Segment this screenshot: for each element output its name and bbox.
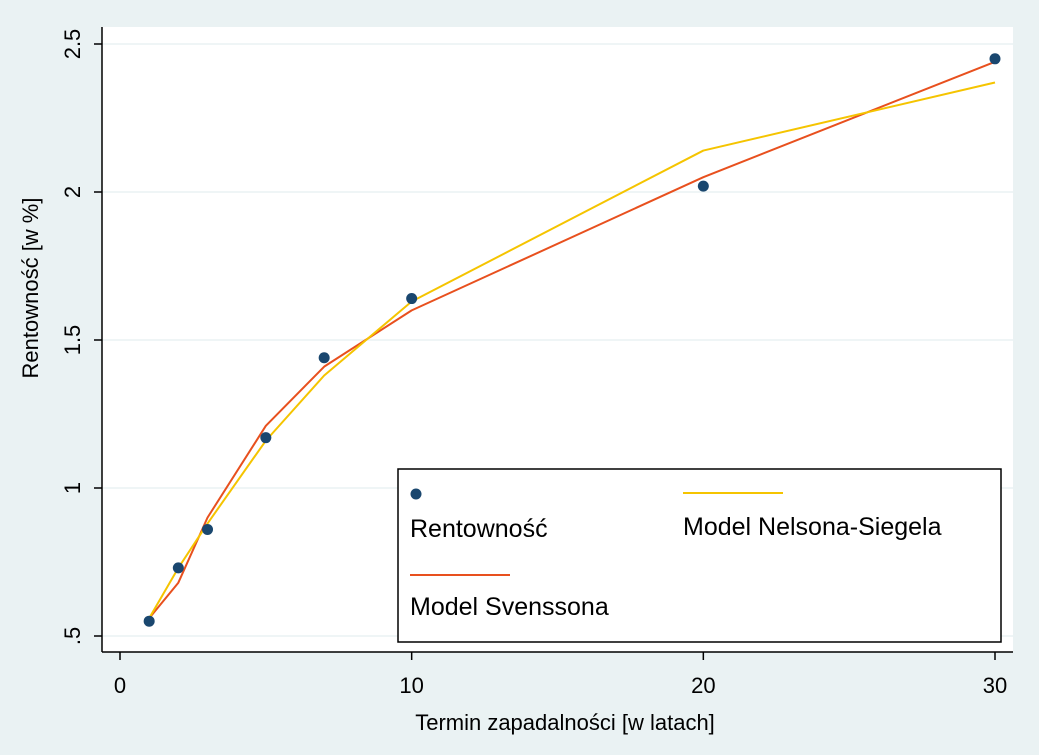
y-tick-label: 2.5 — [60, 29, 85, 60]
y-tick-label: 1.5 — [60, 325, 85, 356]
x-tick-label: 10 — [399, 673, 423, 698]
legend-marker-rentownosc — [410, 488, 422, 500]
ticks: .5 1 1.5 2 2.5 0 10 20 30 — [60, 29, 1007, 698]
y-axis-title: Rentowność [w %] — [18, 198, 43, 379]
series-line-1 — [148, 60, 996, 619]
data-point — [143, 615, 155, 627]
y-tick-label: .5 — [60, 627, 85, 645]
series-lines — [148, 60, 996, 619]
data-point — [172, 562, 184, 574]
data-point — [318, 352, 330, 364]
data-point — [989, 53, 1001, 65]
x-tick-label: 20 — [691, 673, 715, 698]
legend-label-nelson-siegel: Model Nelsona-Siegela — [683, 513, 942, 541]
series-line-2 — [148, 81, 996, 619]
y-tick-label: 1 — [60, 482, 85, 494]
data-point — [260, 432, 272, 444]
x-axis-title: Termin zapadalności [w latach] — [415, 710, 715, 735]
legend: Rentowność Model Svenssona Model Nelsona… — [397, 468, 1002, 643]
legend-label-svensson: Model Svenssona — [410, 593, 609, 621]
series-points — [143, 53, 1001, 627]
x-tick-label: 30 — [983, 673, 1007, 698]
legend-box — [397, 468, 1002, 643]
data-point — [406, 293, 418, 305]
x-tick-label: 0 — [114, 673, 126, 698]
data-point — [697, 180, 709, 192]
legend-label-rentownosc: Rentowność — [410, 515, 548, 543]
y-tick-label: 2 — [60, 186, 85, 198]
data-point — [202, 523, 213, 535]
